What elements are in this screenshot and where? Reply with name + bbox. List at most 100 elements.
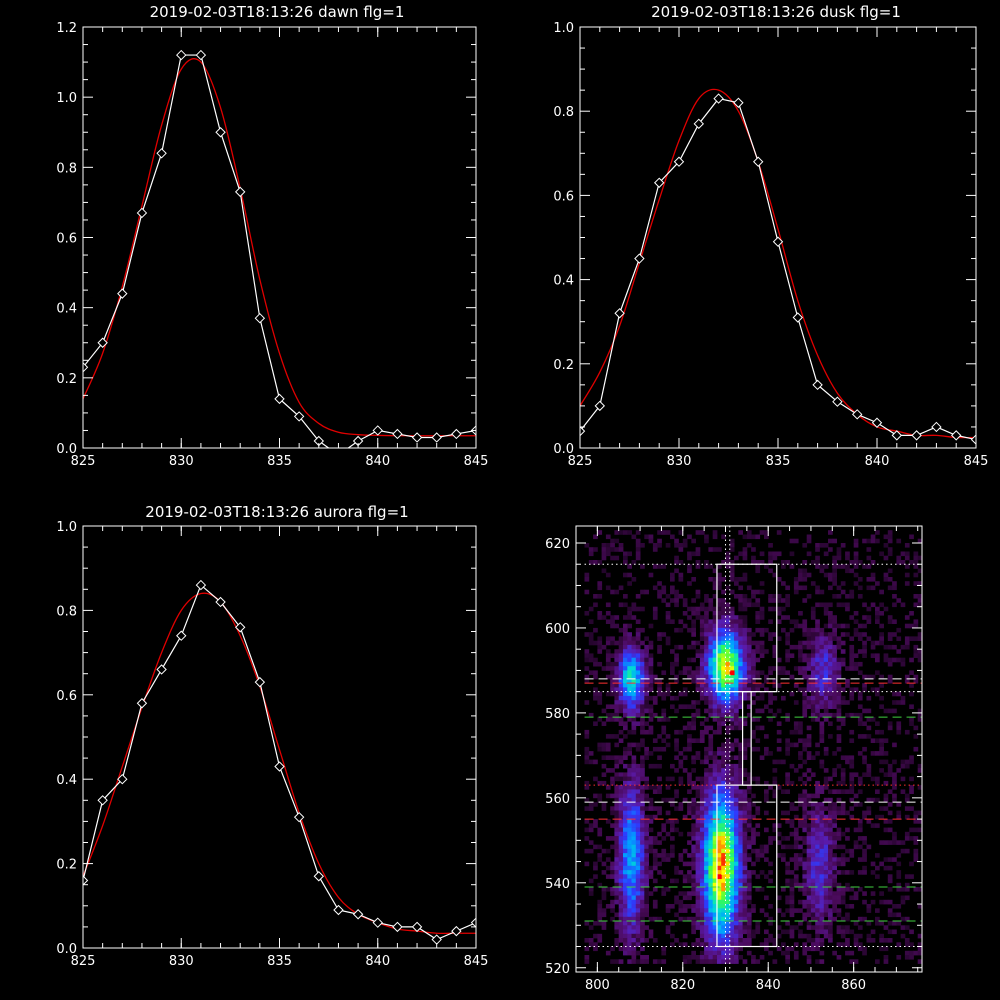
image-heatmap-cell xyxy=(610,776,615,782)
image-heatmap-cell xyxy=(717,955,722,960)
image-heatmap-cell xyxy=(695,955,701,960)
image-heatmap-cell xyxy=(712,585,718,591)
image-heatmap-cell xyxy=(708,806,714,811)
image-heatmap-cell xyxy=(635,547,641,552)
image-y-tick-label: 520 xyxy=(545,962,570,977)
image-heatmap-cell xyxy=(704,627,709,633)
image-heatmap-cell xyxy=(627,657,632,663)
aurora-x-tick-label: 845 xyxy=(464,954,489,969)
image-heatmap-cell xyxy=(601,861,607,867)
image-heatmap-cell xyxy=(717,683,722,688)
image-heatmap-cell xyxy=(772,649,778,654)
image-heatmap-cell xyxy=(614,861,620,867)
image-heatmap-cell xyxy=(597,912,603,918)
image-heatmap-cell xyxy=(742,615,748,620)
image-heatmap-cell xyxy=(823,899,829,905)
image-heatmap-cell xyxy=(789,887,795,892)
image-heatmap-cell xyxy=(892,929,897,935)
image-heatmap-cell xyxy=(695,776,701,782)
image-heatmap-cell xyxy=(840,895,846,901)
image-heatmap-cell xyxy=(781,836,786,841)
image-heatmap-cell xyxy=(721,793,726,799)
image-heatmap-cell xyxy=(887,768,893,773)
image-heatmap-cell xyxy=(793,589,799,595)
image-heatmap-cell xyxy=(768,700,773,705)
image-heatmap-cell xyxy=(734,925,739,930)
image-heatmap-cell xyxy=(652,916,658,922)
image-heatmap-cell xyxy=(721,611,726,616)
image-heatmap-cell xyxy=(725,768,731,773)
image-heatmap-cell xyxy=(823,823,829,828)
image-heatmap-cell xyxy=(631,691,637,697)
image-heatmap-cell xyxy=(712,904,718,909)
image-heatmap-cell xyxy=(652,899,658,905)
image-heatmap-cell xyxy=(614,827,620,833)
image-heatmap-cell xyxy=(618,874,624,879)
image-heatmap-cell xyxy=(806,895,812,901)
image-heatmap-cell xyxy=(815,666,820,671)
image-heatmap-cell xyxy=(823,678,829,684)
image-heatmap-cell xyxy=(648,870,654,875)
image-heatmap-cell xyxy=(635,768,641,773)
image-heatmap-cell xyxy=(704,759,709,765)
image-heatmap-cell xyxy=(836,700,842,705)
image-heatmap-cell xyxy=(631,908,637,913)
image-heatmap-cell xyxy=(588,878,594,884)
image-heatmap-cell xyxy=(691,632,696,637)
image-heatmap-cell xyxy=(588,942,594,947)
image-heatmap-cell xyxy=(623,950,628,956)
image-heatmap-cell xyxy=(875,921,880,926)
image-heatmap-cell xyxy=(652,678,658,684)
image-heatmap-cell xyxy=(836,661,842,667)
image-heatmap-cell xyxy=(836,857,842,862)
image-heatmap-cell xyxy=(746,891,752,896)
image-heatmap-cell xyxy=(746,704,752,709)
image-heatmap-cell xyxy=(635,632,641,637)
image-heatmap-cell xyxy=(627,763,632,769)
image-heatmap-cell xyxy=(742,831,748,837)
image-heatmap-cell xyxy=(828,929,833,935)
image-heatmap-cell xyxy=(806,925,812,930)
image-heatmap-cell xyxy=(823,704,829,709)
image-heatmap-cell xyxy=(699,870,705,875)
image-heatmap-cell xyxy=(768,636,773,641)
image-heatmap-cell xyxy=(712,615,718,620)
image-heatmap-cell xyxy=(738,955,743,960)
image-heatmap-cell xyxy=(640,708,645,714)
image-heatmap-cell xyxy=(742,925,748,930)
image-heatmap-cell xyxy=(823,848,829,854)
image-heatmap-cell xyxy=(802,653,808,658)
image-heatmap-cell xyxy=(691,955,696,960)
image-heatmap-cell xyxy=(734,632,739,637)
image-heatmap-cell xyxy=(687,955,692,960)
image-heatmap-cell xyxy=(776,946,782,952)
image-heatmap-cell xyxy=(721,831,726,837)
image-heatmap-cell xyxy=(806,678,812,684)
image-heatmap-cell xyxy=(691,797,696,803)
image-heatmap-cell xyxy=(819,865,825,871)
image-heatmap-cell xyxy=(618,789,624,794)
image-heatmap-cell xyxy=(776,729,782,735)
dusk-data-point xyxy=(851,409,863,420)
image-heatmap-cell xyxy=(729,543,735,548)
image-heatmap-cell xyxy=(712,891,718,896)
image-heatmap-cell xyxy=(845,789,850,794)
image-heatmap-cell xyxy=(832,619,837,624)
image-heatmap-cell xyxy=(738,585,743,591)
image-heatmap-cell xyxy=(764,895,769,901)
image-heatmap-cell xyxy=(610,683,615,688)
image-heatmap-cell xyxy=(840,776,846,782)
image-heatmap-cell xyxy=(810,895,816,901)
image-heatmap-cell xyxy=(614,704,620,709)
image-heatmap-cell xyxy=(849,755,855,760)
image-heatmap-cell xyxy=(704,755,709,760)
image-heatmap-cell xyxy=(738,594,743,599)
image-heatmap-cell xyxy=(828,887,833,892)
image-heatmap-cell xyxy=(849,729,855,735)
image-heatmap-cell xyxy=(725,636,731,641)
image-heatmap-cell xyxy=(798,751,803,756)
image-heatmap-cell xyxy=(729,700,735,705)
image-heatmap-cell xyxy=(648,674,654,680)
image-heatmap-cell xyxy=(819,899,825,905)
image-heatmap-cell xyxy=(699,921,705,926)
